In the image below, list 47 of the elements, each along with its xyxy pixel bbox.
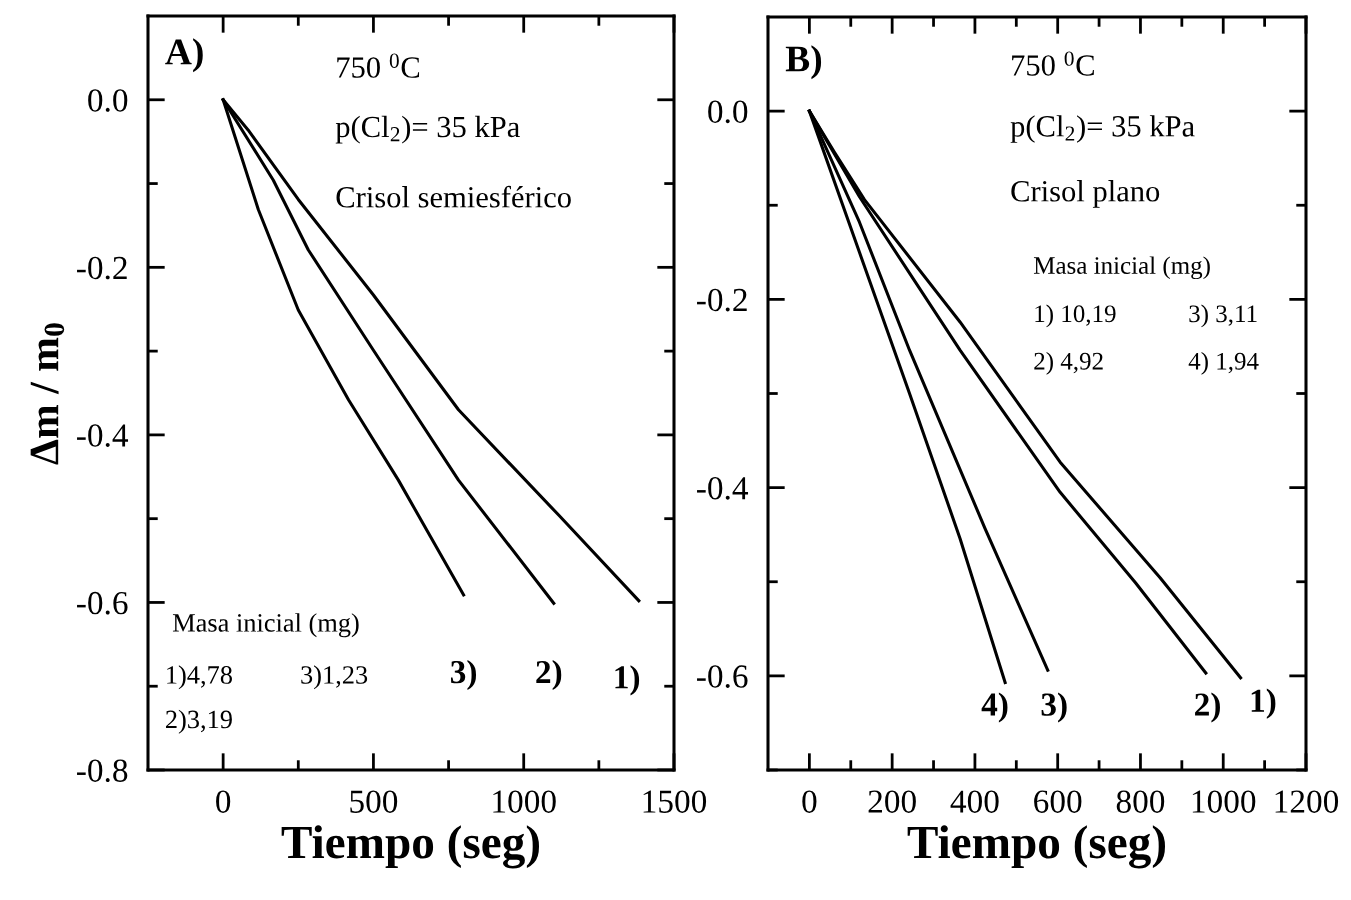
annotation: 750 $^{0}$C (337, 53, 420, 78)
x-tick-label: 0 (802, 790, 817, 813)
annotation: 4) 1,94 (1188, 352, 1259, 375)
y-tick-label: -0.8 (77, 759, 128, 783)
y-tick-label: -0.2 (77, 256, 127, 280)
annotation: 3)1,23 (301, 665, 368, 690)
x-tick-label: 1000 (1192, 790, 1256, 813)
x-tick-label: 1000 (493, 790, 556, 813)
annotation: Crisol plano (1011, 180, 1160, 208)
y-tick-label: -0.6 (697, 665, 748, 688)
x-tick-label: 800 (1116, 790, 1165, 813)
x-axis-title: Tiempo (seg) (907, 825, 1166, 869)
annotation: 1) (615, 665, 640, 696)
annotation: Crisol semiesférico (336, 185, 571, 208)
annotation: B) (785, 45, 822, 80)
annotation: 2) (536, 659, 562, 691)
annotation: 3) (450, 659, 477, 691)
annotation: p(Cl$_{2}$)= 35 kPa (1010, 115, 1195, 143)
annotation: 4) (981, 692, 1008, 723)
x-tick-label: 600 (1034, 790, 1082, 813)
annotation: 2) (1195, 692, 1220, 723)
y-axis-title: Δm / m$_{0}$ (30, 323, 65, 465)
annotation: 3) 3,11 (1189, 304, 1257, 328)
annotation: 3) (1041, 692, 1067, 723)
y-tick-label: -0.6 (77, 591, 128, 615)
x-tick-label: 0 (216, 790, 231, 813)
x-tick-label: 200 (868, 790, 916, 813)
y-tick-label: 0.0 (708, 100, 748, 124)
y-tick-label: -0.2 (697, 288, 747, 312)
y-tick-label: 0.0 (88, 89, 128, 112)
x-tick-label: 500 (350, 790, 398, 813)
annotation: 1)4,78 (167, 665, 232, 690)
annotation: Masa inicial (mg) (172, 613, 359, 638)
x-axis-title: Tiempo (seg) (281, 825, 540, 869)
x-tick-label: 1200 (1275, 790, 1339, 813)
annotation: 2)3,19 (165, 709, 232, 734)
annotation: Masa inicial (mg) (1033, 256, 1210, 280)
annotation: 1) 10,19 (1035, 304, 1116, 328)
annotation: 2) 4,92 (1034, 352, 1103, 375)
annotation: 1) (1251, 688, 1276, 719)
annotation: 750 $^{0}$C (1012, 51, 1094, 76)
x-tick-label: 400 (950, 790, 999, 813)
y-tick-label: -0.4 (697, 477, 749, 500)
annotation: p(Cl$_{2}$)= 35 kPa (335, 115, 520, 144)
x-tick-label: 1500 (643, 790, 707, 813)
y-tick-label: -0.4 (77, 424, 129, 447)
annotation: A) (165, 38, 203, 73)
